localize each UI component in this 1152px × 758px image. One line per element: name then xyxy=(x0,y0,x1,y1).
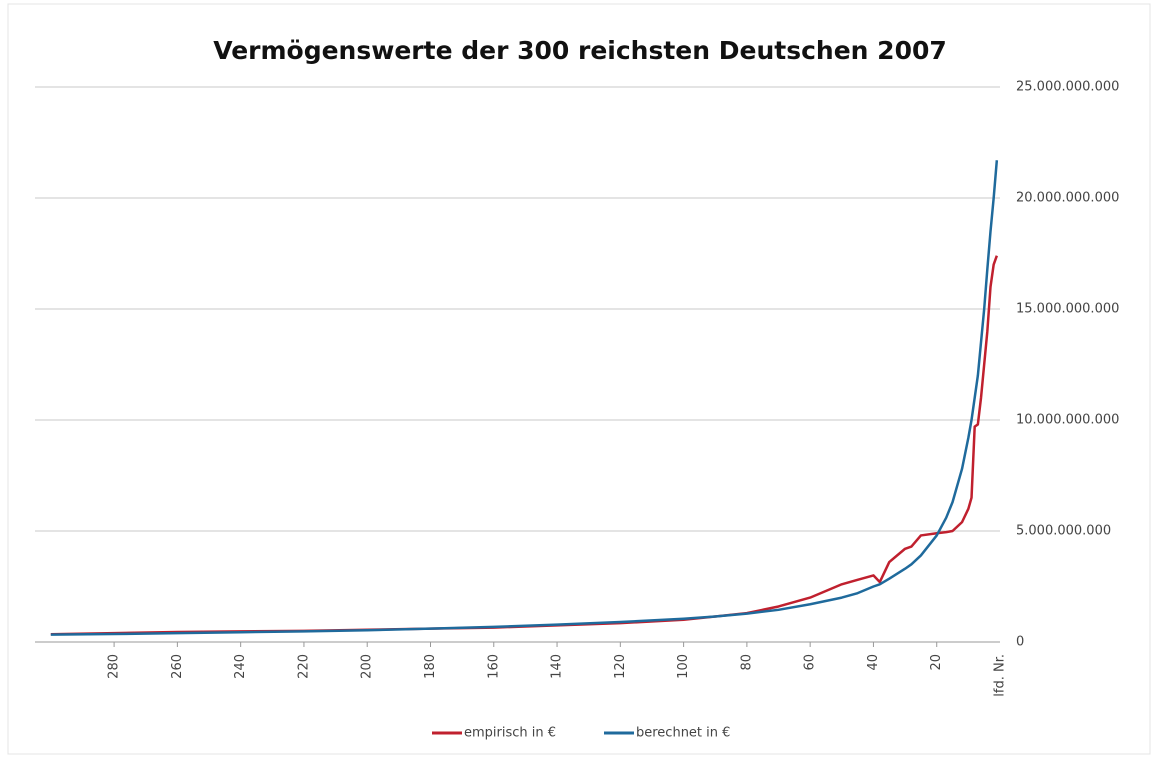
x-tick-label: 260 xyxy=(170,654,185,679)
x-tick-label: 160 xyxy=(486,654,501,679)
y-tick-label: 0 xyxy=(1016,635,1024,650)
y-tick-label: 20.000.000.000 xyxy=(1016,191,1119,206)
x-tick-label: 180 xyxy=(423,654,438,679)
x-tick-label: 60 xyxy=(803,654,818,671)
legend-label: empirisch in € xyxy=(464,726,556,741)
y-tick-label: 15.000.000.000 xyxy=(1016,302,1119,317)
chart-frame xyxy=(7,3,1151,755)
legend-label: berechnet in € xyxy=(636,726,730,741)
series-line xyxy=(50,160,999,636)
y-tick-label: 25.000.000.000 xyxy=(1016,80,1119,95)
x-tick-label: 40 xyxy=(866,654,881,671)
x-tick-label: 120 xyxy=(613,654,628,679)
x-tick-label: 80 xyxy=(739,654,754,671)
y-tick-label: 5.000.000.000 xyxy=(1016,524,1111,539)
x-tick-label: 240 xyxy=(233,654,248,679)
x-tick-label: 20 xyxy=(929,654,944,671)
chart-title: Vermögenswerte der 300 reichsten Deutsch… xyxy=(213,36,947,65)
x-tick-label: 140 xyxy=(550,654,565,679)
x-tick-label: 220 xyxy=(296,654,311,679)
x-tick-label: 200 xyxy=(360,654,375,679)
series-line xyxy=(50,255,999,636)
x-tick-label: 280 xyxy=(107,654,122,679)
x-axis-label: lfd. Nr. xyxy=(993,654,1008,697)
y-tick-label: 10.000.000.000 xyxy=(1016,413,1119,428)
x-tick-label: 100 xyxy=(676,654,691,679)
